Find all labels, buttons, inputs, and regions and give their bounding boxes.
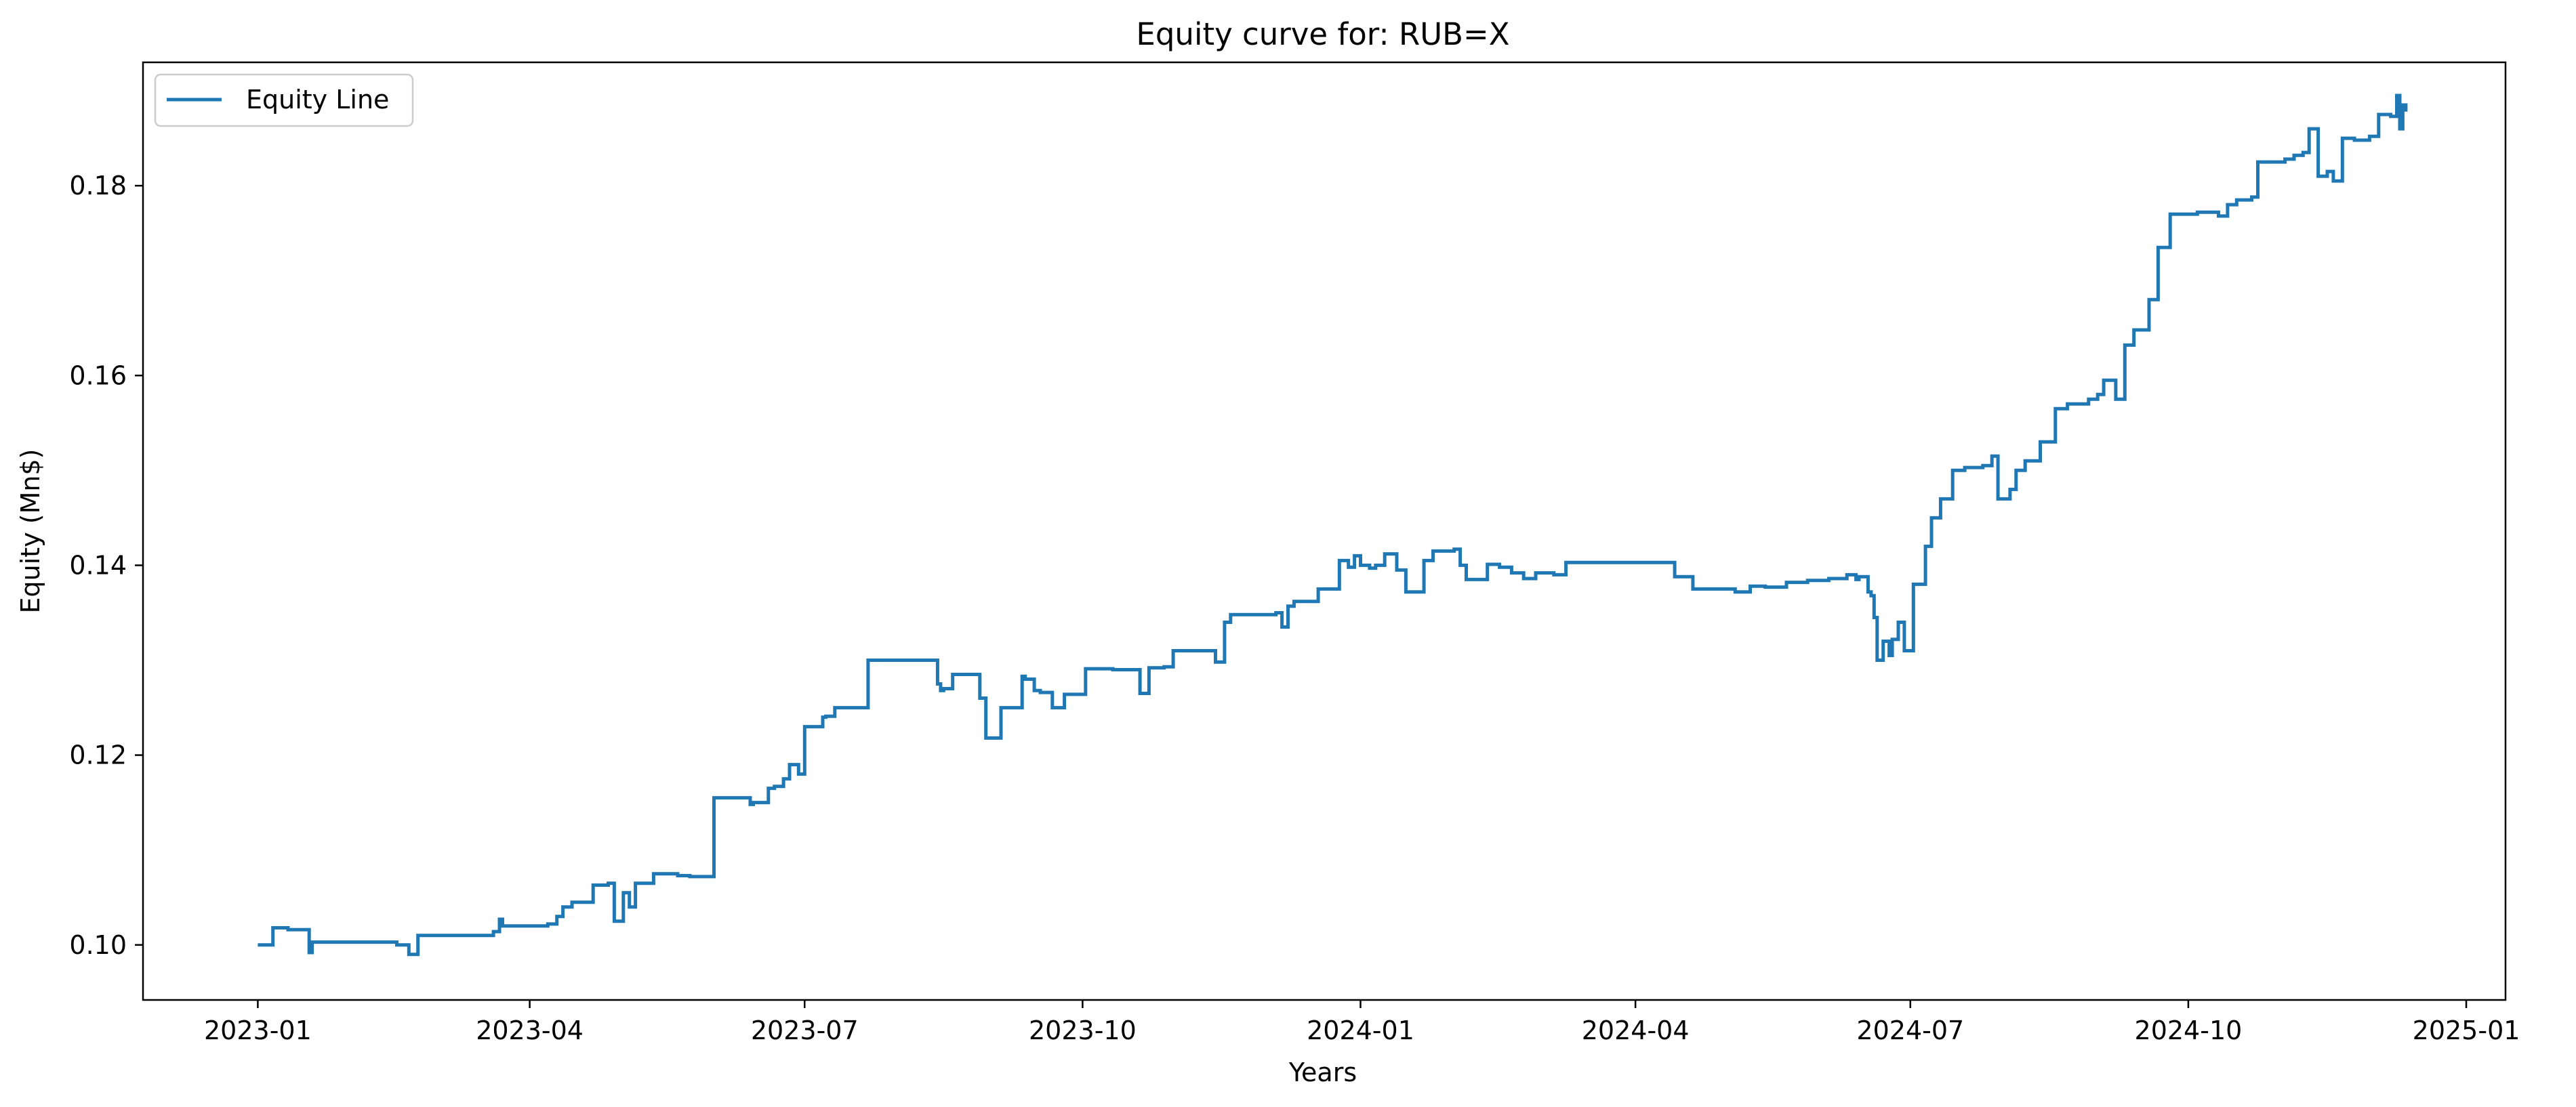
y-tick-label: 0.18 <box>69 171 127 201</box>
x-tick-label: 2024-01 <box>1307 1016 1414 1045</box>
y-axis-label: Equity (Mn$) <box>16 449 45 614</box>
y-tick-label: 0.10 <box>69 930 127 960</box>
y-tick-label: 0.16 <box>69 360 127 390</box>
x-tick-label: 2023-07 <box>751 1016 859 1045</box>
x-tick-label: 2023-01 <box>204 1016 312 1045</box>
x-axis-ticks: 2023-01 2023-04 2023-07 2023-10 2024-01 2024-… <box>204 1000 2520 1045</box>
legend: Equity Line <box>154 73 414 127</box>
x-tick-label: 2024-10 <box>2135 1016 2243 1045</box>
x-tick-label: 2025-01 <box>2413 1016 2520 1045</box>
x-axis-label: Years <box>1288 1058 1357 1087</box>
x-tick-label: 2023-10 <box>1029 1016 1137 1045</box>
legend-box <box>154 73 414 127</box>
legend-label-equity-line: Equity Line <box>246 85 389 114</box>
y-axis-ticks: 0.10 0.12 0.14 0.16 0.18 <box>69 171 143 960</box>
chart-title: Equity curve for: RUB=X <box>1136 16 1509 52</box>
x-tick-label: 2023-04 <box>476 1016 584 1045</box>
y-tick-label: 0.12 <box>69 740 127 770</box>
y-tick-label: 0.14 <box>69 550 127 580</box>
x-tick-label: 2024-07 <box>1856 1016 1964 1045</box>
x-tick-label: 2024-04 <box>1582 1016 1690 1045</box>
equity-line-series <box>258 93 2408 957</box>
plot-area-frame <box>142 61 2507 1001</box>
